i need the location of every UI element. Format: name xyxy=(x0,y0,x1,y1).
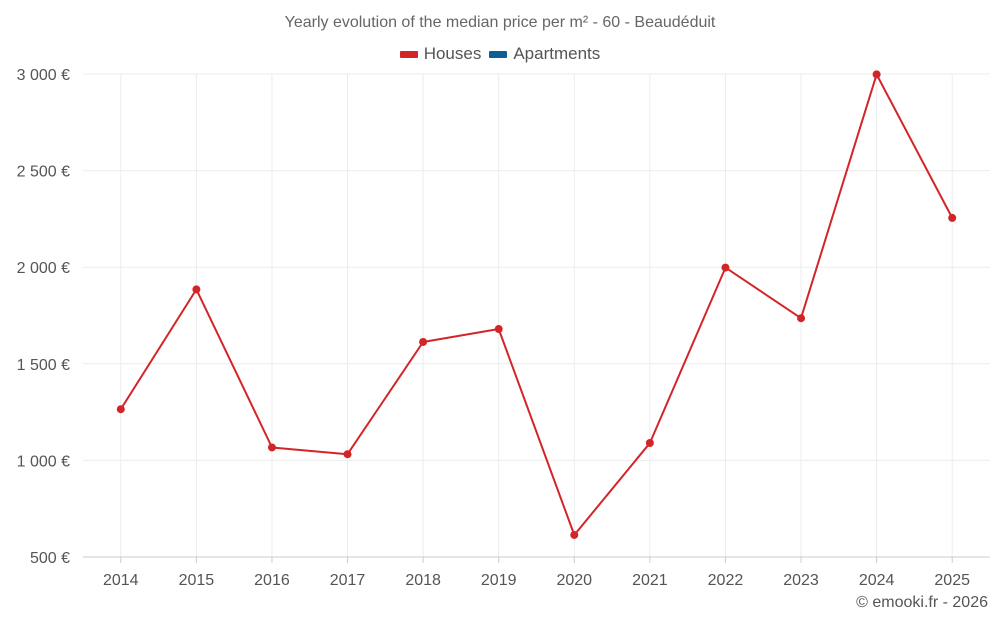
x-tick-label: 2016 xyxy=(254,572,290,589)
y-tick-label: 2 500 € xyxy=(17,164,70,181)
x-tick-label: 2017 xyxy=(330,572,366,589)
x-tick-label: 2018 xyxy=(405,572,441,589)
data-point-houses xyxy=(192,285,201,294)
legend-item-houses[interactable]: Houses xyxy=(399,44,482,64)
y-tick-label: 1 000 € xyxy=(17,453,70,470)
x-tick-label: 2014 xyxy=(103,572,139,589)
series-line-houses xyxy=(119,73,954,536)
x-tick-label: 2015 xyxy=(179,572,215,589)
legend-item-apartments[interactable]: Apartments xyxy=(489,44,600,64)
credit-text: © emooki.fr - 2026 xyxy=(856,594,988,611)
x-tick-label: 2025 xyxy=(934,572,970,589)
data-point-houses xyxy=(570,530,579,539)
y-tick-label: 3 000 € xyxy=(17,67,70,84)
data-point-houses xyxy=(116,405,125,414)
x-tick-label: 2020 xyxy=(556,572,592,589)
data-point-houses xyxy=(721,263,730,272)
data-point-houses xyxy=(267,443,276,452)
legend-swatch-apartments xyxy=(489,50,508,58)
y-tick-label: 1 500 € xyxy=(17,357,70,374)
x-tick-label: 2024 xyxy=(859,572,895,589)
data-point-houses xyxy=(419,337,428,346)
x-tick-label: 2022 xyxy=(708,572,744,589)
data-point-houses xyxy=(872,70,881,79)
y-tick-label: 2 000 € xyxy=(17,260,70,277)
data-point-houses xyxy=(343,450,352,459)
legend: Houses Apartments xyxy=(0,44,1000,64)
x-tick-label: 2019 xyxy=(481,572,517,589)
legend-label-apartments: Apartments xyxy=(513,44,601,63)
data-point-houses xyxy=(948,213,957,222)
x-tick-label: 2021 xyxy=(632,572,668,589)
data-point-houses xyxy=(645,439,654,448)
data-point-houses xyxy=(494,325,503,334)
data-point-houses xyxy=(797,314,806,323)
y-tick-label: 500 € xyxy=(30,550,70,567)
chart-title: Yearly evolution of the median price per… xyxy=(284,14,716,31)
legend-label-houses: Houses xyxy=(423,44,482,63)
x-tick-label: 2023 xyxy=(783,572,819,589)
legend-swatch-houses xyxy=(399,50,418,58)
